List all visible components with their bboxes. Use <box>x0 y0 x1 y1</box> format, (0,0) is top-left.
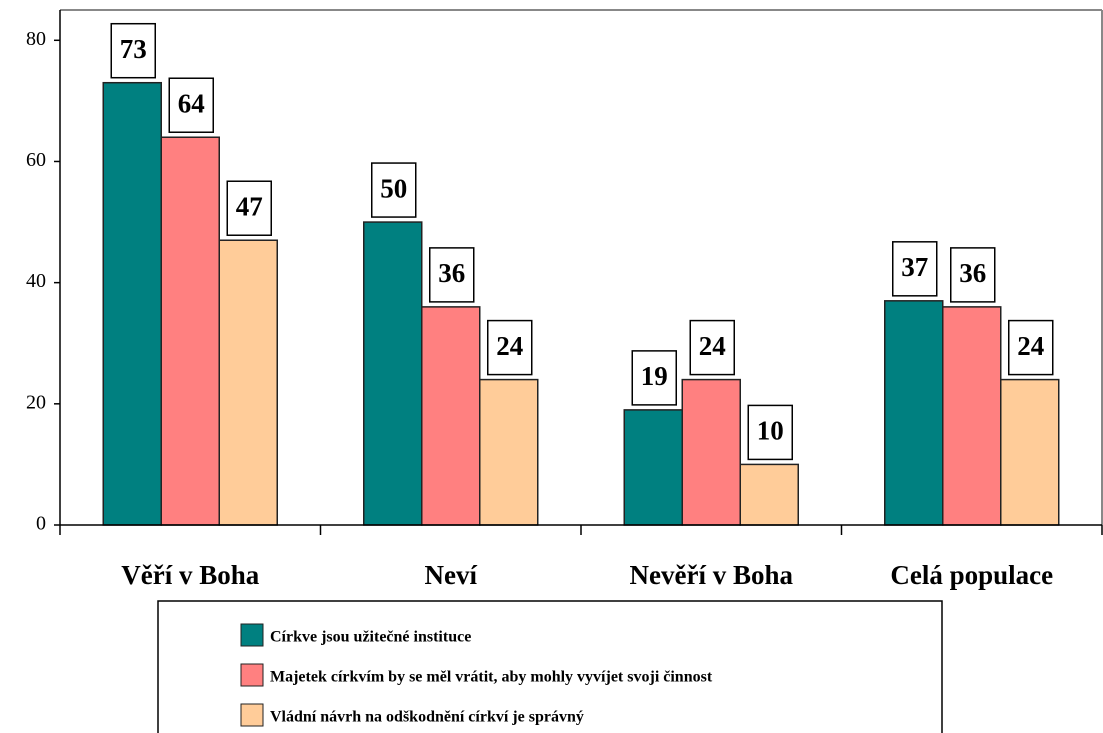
value-label: 36 <box>959 258 986 288</box>
bar <box>102 81 162 526</box>
bar <box>160 136 220 526</box>
legend-swatch <box>240 623 264 647</box>
bar <box>884 300 944 526</box>
value-label-box <box>487 319 533 376</box>
value-label-box <box>631 350 677 406</box>
y-tick-label: 0 <box>36 513 46 535</box>
value-label-box <box>747 404 793 461</box>
value-label: 73 <box>120 34 147 64</box>
value-label-box <box>892 241 938 297</box>
x-tick-label: Neví <box>425 560 478 590</box>
value-label-box <box>1008 319 1054 376</box>
bar <box>1000 378 1060 526</box>
value-label: 24 <box>1017 331 1044 361</box>
bar <box>681 378 741 526</box>
x-tick-label: Věří v Boha <box>121 560 259 590</box>
y-tick-label: 40 <box>26 270 46 292</box>
value-label-box <box>950 247 996 303</box>
value-label-box <box>429 247 475 303</box>
value-label: 24 <box>699 331 726 361</box>
bar <box>218 239 278 526</box>
y-tick-label: 20 <box>26 391 46 413</box>
value-label-box <box>226 180 272 236</box>
bar <box>623 409 683 526</box>
legend-label: Církve jsou užitečné instituce <box>270 629 471 646</box>
value-label: 64 <box>178 88 205 118</box>
legend-swatch <box>240 663 264 687</box>
bar <box>739 463 799 526</box>
y-tick-label: 60 <box>26 149 46 171</box>
legend-label: Vládní návrh na odškodnění církví je spr… <box>270 709 584 726</box>
legend-label: Majetek církvím by se měl vrátit, aby mo… <box>270 669 713 686</box>
legend-box <box>157 600 943 733</box>
value-label-box <box>168 77 214 133</box>
legend-swatch <box>240 703 264 727</box>
value-label: 50 <box>380 173 407 203</box>
x-tick-label: Celá populace <box>890 560 1053 590</box>
bar <box>942 306 1002 526</box>
value-label: 36 <box>438 258 465 288</box>
value-label: 47 <box>236 191 263 221</box>
bar <box>363 221 423 526</box>
bar <box>421 306 481 526</box>
bar <box>479 378 539 526</box>
x-tick-label: Nevěří v Boha <box>630 560 794 590</box>
value-label: 37 <box>901 252 928 282</box>
value-label: 19 <box>641 361 668 391</box>
y-tick-label: 80 <box>26 28 46 50</box>
value-label-box <box>110 22 156 79</box>
value-label-box <box>689 319 735 376</box>
value-label: 10 <box>757 416 784 446</box>
value-label: 24 <box>496 331 523 361</box>
value-label-box <box>371 162 417 218</box>
